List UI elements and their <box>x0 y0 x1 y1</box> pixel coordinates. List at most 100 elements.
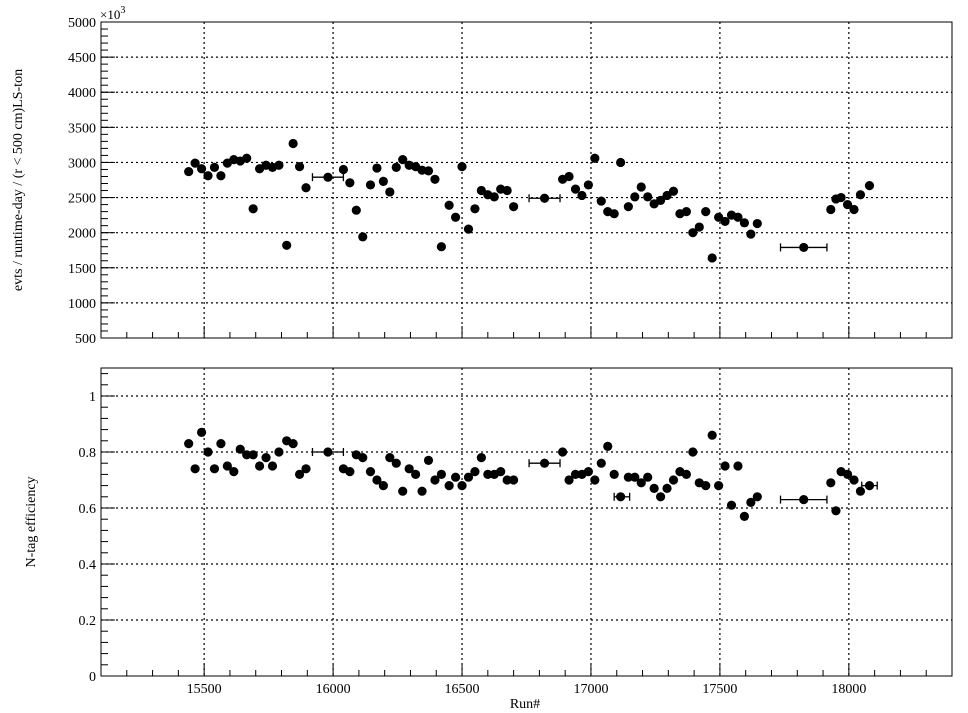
data-point <box>694 222 704 232</box>
x-tick-label: 17000 <box>573 682 608 697</box>
y-tick-label: 3000 <box>68 156 96 171</box>
bottom-gridlines <box>101 368 952 676</box>
top-data-points <box>184 138 875 263</box>
top-y-axis-title: evts / runtime-day / (r < 500 cm)LS-ton <box>11 69 26 291</box>
data-point <box>681 469 691 479</box>
data-point <box>216 439 226 449</box>
data-point <box>570 469 581 479</box>
bottom-y-axis-title: N-tag efficiency <box>24 476 39 567</box>
data-point <box>739 511 750 521</box>
data-point <box>274 447 284 457</box>
data-point <box>714 481 724 491</box>
data-point <box>496 467 506 477</box>
data-point <box>842 469 853 479</box>
data-point <box>463 472 474 482</box>
data-point <box>849 475 859 485</box>
x-tick-label: 15500 <box>187 682 222 697</box>
data-point <box>470 204 480 214</box>
data-point <box>288 439 298 449</box>
data-point <box>842 199 853 210</box>
data-point <box>267 461 278 471</box>
bottom-panel: 0 0.2 0.4 0.6 0.8 1 15500 16000 16500 17000 17500 1… <box>24 367 953 712</box>
data-point <box>242 450 252 460</box>
data-point <box>351 205 361 215</box>
data-point <box>436 469 446 479</box>
top-gridlines <box>101 22 952 338</box>
data-point <box>616 492 626 502</box>
data-point <box>254 461 265 471</box>
data-point <box>752 492 762 502</box>
data-point <box>365 180 376 190</box>
data-point <box>345 467 355 477</box>
data-point <box>707 430 717 440</box>
data-point <box>636 478 646 488</box>
data-point <box>444 200 454 210</box>
data-point <box>345 178 355 188</box>
data-point <box>203 171 213 181</box>
data-point <box>358 232 368 242</box>
data-point <box>583 467 593 477</box>
data-point <box>444 481 454 491</box>
data-point <box>404 464 414 474</box>
data-point <box>564 475 574 485</box>
y-tick-label: 2500 <box>68 192 96 207</box>
data-point <box>596 458 606 468</box>
top-panel: 500100015002000250030003500400045005000 … <box>11 5 953 347</box>
data-point <box>688 447 698 457</box>
data-point <box>288 138 298 149</box>
data-point <box>733 212 743 222</box>
bottom-axis-ticks <box>100 373 953 677</box>
top-plot-frame <box>100 21 953 339</box>
data-point <box>378 481 388 491</box>
data-point <box>826 478 836 488</box>
data-point <box>570 184 581 194</box>
y-tick-label: 1000 <box>68 297 96 312</box>
data-point <box>301 464 311 474</box>
data-point <box>864 481 875 491</box>
data-point <box>323 172 333 182</box>
data-point <box>630 192 640 202</box>
data-point <box>436 242 446 252</box>
data-point <box>470 467 480 477</box>
data-point <box>222 461 232 471</box>
data-point <box>282 240 292 250</box>
data-point <box>365 467 376 477</box>
data-point <box>688 228 698 238</box>
data-point <box>539 193 550 203</box>
data-point <box>294 162 305 172</box>
data-point <box>643 192 653 202</box>
data-point <box>483 469 493 479</box>
data-point <box>662 483 672 493</box>
data-point <box>372 475 382 485</box>
data-point <box>855 190 866 200</box>
data-point <box>609 469 619 479</box>
x-tick-label: 16500 <box>445 682 480 697</box>
data-point <box>733 461 743 471</box>
x-tick-label: 16000 <box>316 682 351 697</box>
y-tick-label: 3500 <box>68 121 96 136</box>
data-point <box>502 475 512 485</box>
bottom-x-axis-title: Run# <box>510 697 540 712</box>
y-tick-label: 0.2 <box>79 614 97 629</box>
bottom-tick-labels: 0 0.2 0.4 0.6 0.8 1 15500 16000 16500 17000 17500 1… <box>79 390 867 697</box>
data-point <box>489 192 499 202</box>
data-point <box>190 464 200 474</box>
data-point <box>655 195 666 205</box>
y-tick-label: 0.8 <box>79 446 97 461</box>
top-y-exponent-label: ×103 <box>100 5 125 22</box>
data-point <box>450 472 461 482</box>
data-point <box>577 190 587 201</box>
y-tick-label: 0.4 <box>79 558 97 573</box>
data-point <box>411 469 421 479</box>
data-point <box>623 202 633 212</box>
data-point <box>385 187 395 197</box>
data-point <box>855 486 866 496</box>
data-point <box>398 486 408 496</box>
data-point <box>509 475 519 485</box>
data-point <box>385 453 395 463</box>
data-point <box>235 444 245 454</box>
data-point <box>216 171 226 181</box>
data-point <box>590 475 600 485</box>
y-tick-label: 2000 <box>68 227 96 242</box>
data-point <box>616 157 626 168</box>
